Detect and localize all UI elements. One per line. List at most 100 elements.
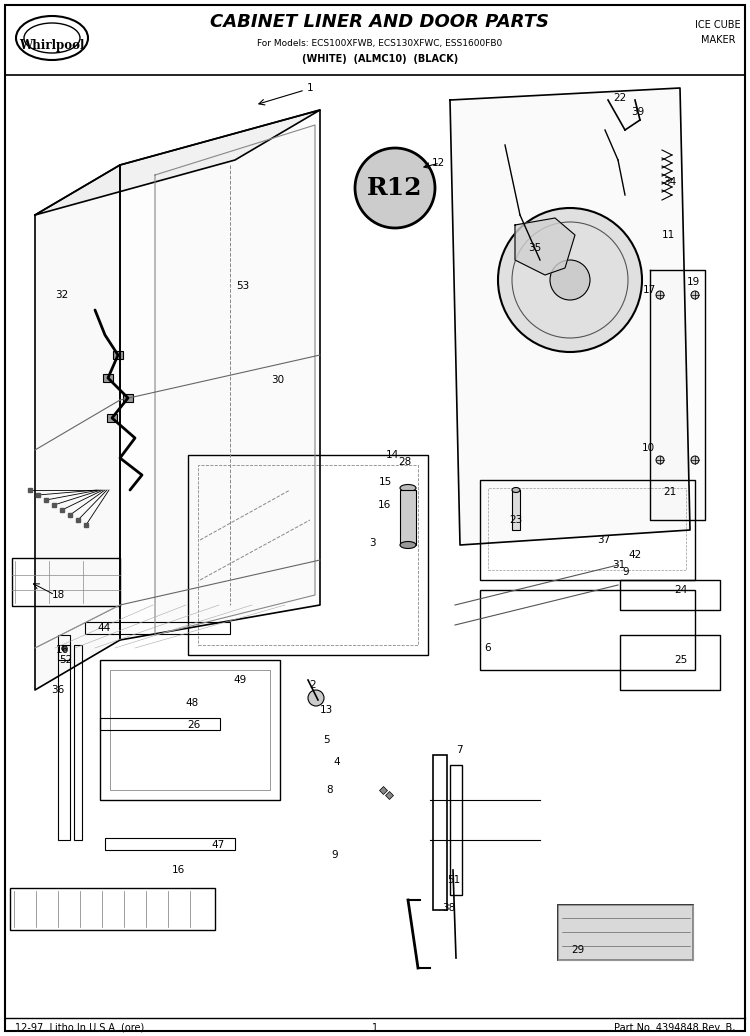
Bar — [74, 645, 82, 840]
Text: MAKER: MAKER — [700, 35, 735, 45]
Circle shape — [656, 291, 664, 299]
Text: 34: 34 — [663, 177, 676, 188]
Text: 11: 11 — [662, 230, 675, 240]
Text: 53: 53 — [236, 281, 250, 291]
Text: 25: 25 — [674, 655, 688, 665]
Text: R12: R12 — [368, 176, 423, 200]
Bar — [103, 374, 113, 382]
Text: 26: 26 — [188, 720, 201, 730]
Text: 31: 31 — [612, 560, 626, 570]
Circle shape — [498, 208, 642, 352]
Bar — [512, 490, 520, 530]
Polygon shape — [650, 270, 705, 520]
Circle shape — [550, 260, 590, 300]
Polygon shape — [450, 88, 690, 545]
Bar — [620, 635, 720, 690]
Text: ICE CUBE: ICE CUBE — [695, 20, 741, 30]
Text: 3: 3 — [369, 538, 375, 548]
Bar — [58, 635, 70, 660]
Bar — [558, 905, 693, 960]
Text: For Models: ECS100XFWB, ECS130XFWC, ESS1600FB0: For Models: ECS100XFWB, ECS130XFWC, ESS1… — [257, 38, 502, 48]
Text: 29: 29 — [572, 945, 585, 955]
Text: 28: 28 — [398, 457, 412, 467]
Text: 44: 44 — [98, 623, 111, 633]
Text: 39: 39 — [632, 107, 644, 117]
Circle shape — [656, 456, 664, 464]
Text: 6: 6 — [484, 643, 491, 653]
Text: 18: 18 — [51, 589, 64, 600]
Polygon shape — [558, 905, 693, 960]
Circle shape — [691, 291, 699, 299]
Text: 30: 30 — [272, 375, 284, 385]
Bar — [400, 490, 416, 545]
Text: 17: 17 — [642, 285, 656, 295]
Bar — [10, 888, 215, 930]
Text: 8: 8 — [327, 785, 333, 795]
Text: 36: 36 — [51, 685, 64, 695]
Ellipse shape — [512, 488, 520, 492]
Text: 42: 42 — [628, 550, 641, 560]
Polygon shape — [515, 218, 575, 275]
Bar — [480, 589, 695, 670]
Text: 13: 13 — [320, 706, 333, 715]
Polygon shape — [35, 165, 120, 690]
Text: 32: 32 — [56, 290, 69, 300]
Bar — [113, 351, 123, 359]
Text: 22: 22 — [614, 93, 627, 103]
Text: 2: 2 — [310, 680, 316, 690]
Text: (WHITE)  (ALMC10)  (BLACK): (WHITE) (ALMC10) (BLACK) — [302, 54, 458, 64]
Text: 21: 21 — [663, 487, 676, 497]
Bar — [480, 480, 695, 580]
Circle shape — [308, 690, 324, 706]
Bar — [433, 755, 447, 910]
Circle shape — [355, 148, 435, 228]
Text: 1: 1 — [307, 83, 314, 93]
Text: 9: 9 — [332, 850, 338, 860]
Bar — [100, 718, 220, 730]
Text: 16: 16 — [171, 865, 184, 875]
Text: 23: 23 — [509, 515, 523, 525]
Circle shape — [691, 456, 699, 464]
Text: 7: 7 — [456, 745, 462, 755]
Text: Part No. 4394848 Rev. B,: Part No. 4394848 Rev. B, — [614, 1023, 735, 1033]
Text: 5: 5 — [322, 735, 329, 745]
Text: 9: 9 — [622, 567, 629, 577]
Text: 37: 37 — [597, 535, 610, 545]
Text: 52: 52 — [59, 655, 73, 665]
Bar — [58, 645, 70, 840]
Text: 14: 14 — [386, 450, 399, 460]
Bar — [12, 558, 120, 606]
Polygon shape — [120, 110, 320, 640]
Text: 4: 4 — [334, 757, 340, 767]
Text: 49: 49 — [233, 675, 247, 685]
Text: 12-97  Litho In U.S.A. (ore): 12-97 Litho In U.S.A. (ore) — [15, 1023, 144, 1033]
Text: 16: 16 — [56, 645, 69, 655]
Ellipse shape — [400, 485, 416, 491]
Text: Whirlpool: Whirlpool — [20, 38, 85, 52]
Polygon shape — [155, 125, 315, 635]
Text: 16: 16 — [377, 500, 391, 510]
Polygon shape — [35, 110, 320, 215]
Bar — [123, 394, 133, 402]
Text: CABINET LINER AND DOOR PARTS: CABINET LINER AND DOOR PARTS — [211, 13, 550, 31]
Text: 15: 15 — [378, 477, 392, 487]
Bar — [450, 765, 462, 895]
Text: 35: 35 — [528, 243, 542, 253]
Text: 47: 47 — [211, 840, 225, 850]
Bar — [110, 670, 270, 790]
Bar — [85, 622, 230, 634]
Bar — [620, 580, 720, 610]
Bar — [488, 488, 686, 570]
Text: 48: 48 — [185, 698, 199, 708]
Bar — [105, 838, 235, 850]
Text: 10: 10 — [641, 443, 655, 453]
Ellipse shape — [400, 542, 416, 548]
Bar — [198, 465, 418, 645]
Text: 38: 38 — [442, 903, 455, 913]
Text: 12: 12 — [431, 159, 445, 168]
Bar — [100, 660, 280, 800]
Bar — [188, 455, 428, 655]
Text: 24: 24 — [674, 585, 688, 595]
Text: 1: 1 — [372, 1023, 378, 1033]
Text: 51: 51 — [447, 875, 460, 885]
